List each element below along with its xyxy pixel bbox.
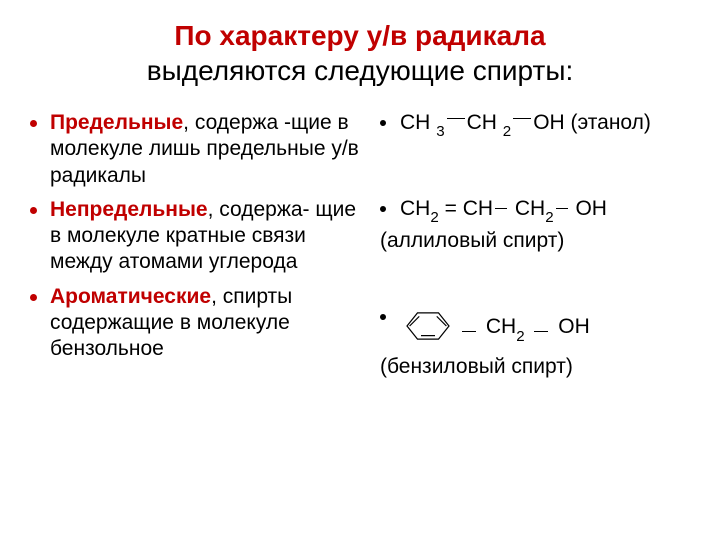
chem-sub: 2 [545, 209, 553, 226]
formula-line: СН2 ОН [380, 304, 690, 351]
list-item: Ароматические, спирты содержащие в молек… [30, 284, 360, 363]
chem-part: = [439, 197, 463, 220]
chem-part: СН [515, 197, 545, 220]
chem-part: СН [463, 197, 493, 220]
compound-name: (бензиловый спирт) [380, 354, 690, 380]
left-column: Предельные, содержа -щие в молекуле лишь… [30, 110, 360, 410]
bullet-icon [380, 314, 386, 320]
compound-name: (этанол) [571, 111, 651, 134]
chem-part: СН [400, 197, 430, 220]
title-accent: По характеру у/в радикала [174, 20, 545, 51]
chem-part: ОН [558, 316, 590, 339]
benzene-ring-icon [400, 306, 456, 353]
bullet-icon [30, 207, 37, 214]
bond-icon [447, 118, 465, 119]
chem-part: ОН [533, 111, 565, 134]
chem-part: СН [467, 111, 497, 134]
bullet-icon [380, 120, 386, 126]
bond-icon [495, 208, 507, 209]
benzene-svg [400, 306, 456, 346]
chem-sub: 2 [516, 328, 524, 345]
slide-title: По характеру у/в радикала выделяются сле… [30, 18, 690, 88]
content-columns: Предельные, содержа -щие в молекуле лишь… [30, 110, 690, 410]
formula-line: СН2 = СН СН2 ОН [380, 196, 690, 226]
term: Предельные [50, 111, 183, 134]
right-column: СН 3СН 2ОН (этанол) СН2 = СН СН2 ОН (алл… [380, 110, 690, 410]
term: Непредельные [50, 198, 208, 221]
list-item: Предельные, содержа -щие в молекуле лишь… [30, 110, 360, 189]
bond-icon [556, 208, 568, 209]
formula-line: СН 3 СН 2 ОН (этанол) [380, 110, 690, 140]
bullet-icon [30, 120, 37, 127]
formula-ethanol: СН 3 СН 2 ОН (этанол) [380, 110, 690, 140]
list-item: Непредельные, содержа- щие в молекуле кр… [30, 197, 360, 276]
bond-icon [462, 331, 476, 332]
bond-icon [513, 118, 531, 119]
chem-sub: 3 [436, 123, 444, 140]
chem-sub: 2 [430, 209, 438, 226]
chem-sub: 2 [503, 123, 511, 140]
chem-part: СН [400, 111, 430, 134]
term: Ароматические [50, 285, 211, 308]
compound-name: (аллиловый спирт) [380, 228, 690, 254]
chem-part: ОН [575, 197, 607, 220]
bullet-icon [380, 206, 386, 212]
chem-part [497, 111, 503, 134]
definitions-list: Предельные, содержа -щие в молекуле лишь… [30, 110, 360, 362]
formula-benzyl: СН2 ОН (бензиловый спирт) [380, 304, 690, 380]
chem-part: СН [486, 316, 516, 339]
bond-icon [534, 331, 548, 332]
bullet-icon [30, 294, 37, 301]
title-sub: выделяются следующие спирты: [147, 55, 573, 86]
formula-allyl: СН2 = СН СН2 ОН (аллиловый спирт) [380, 196, 690, 254]
